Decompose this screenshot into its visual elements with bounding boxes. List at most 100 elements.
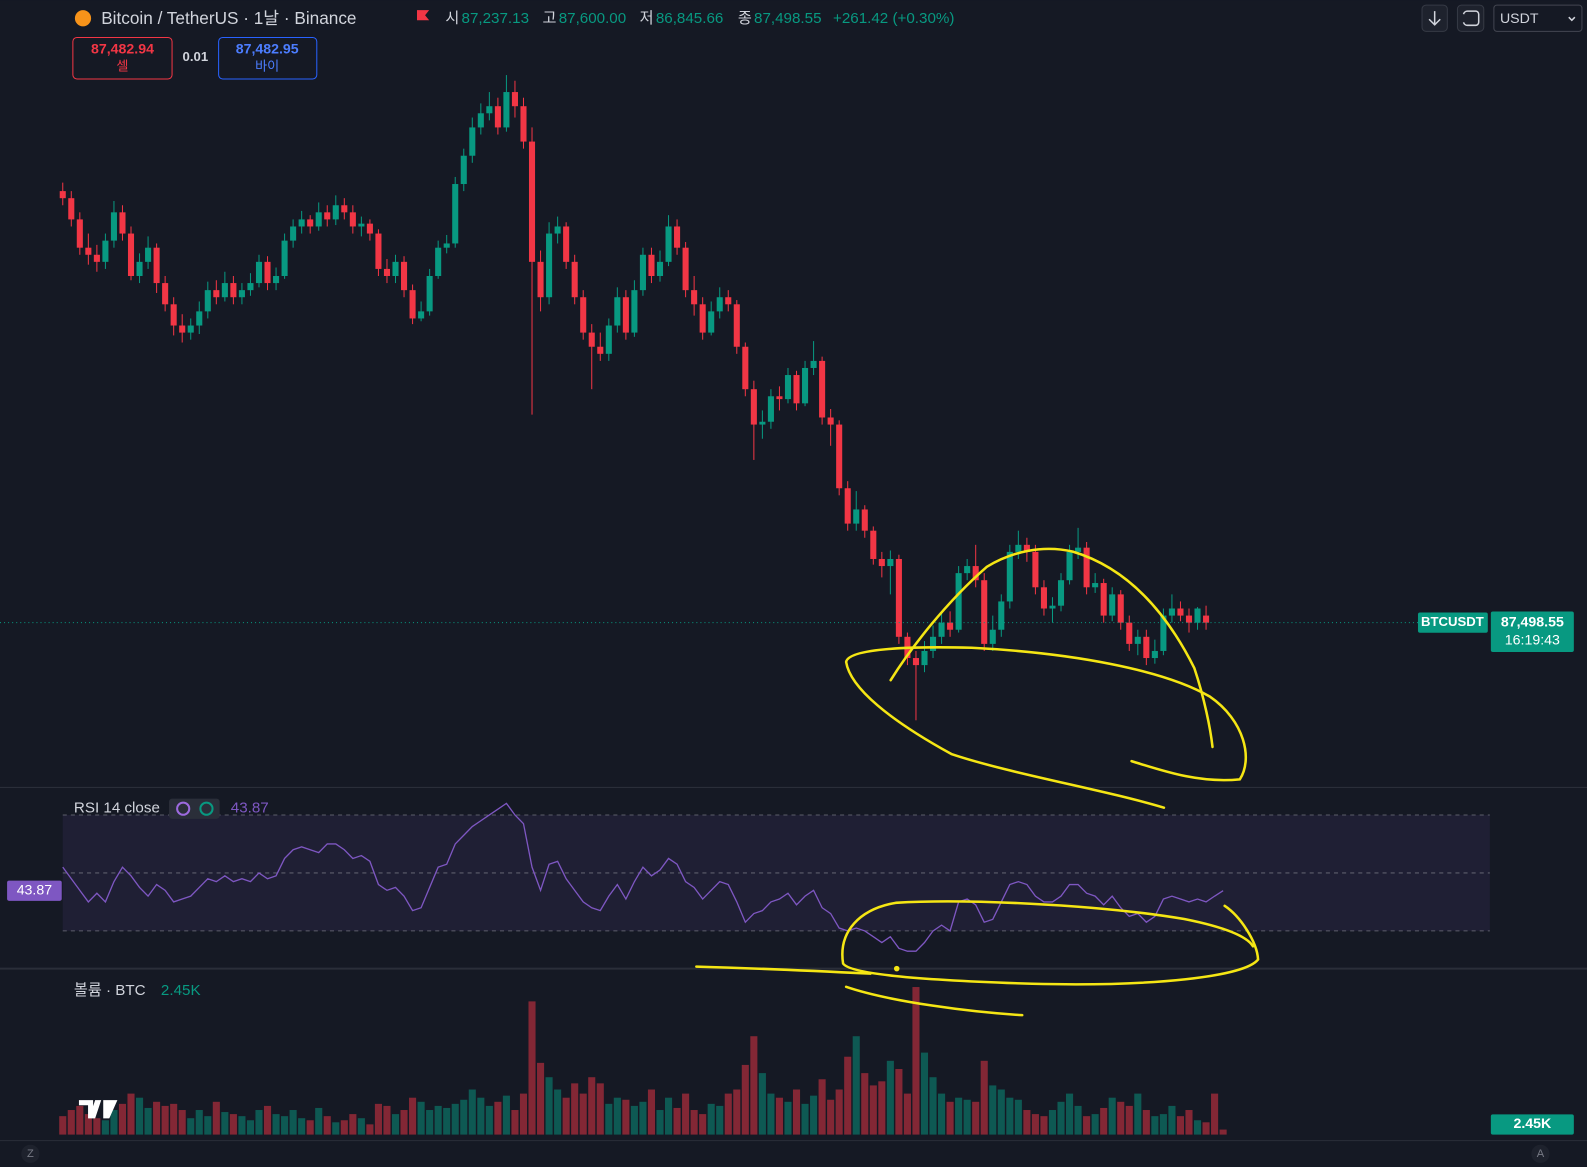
candle-body: [989, 629, 996, 644]
candle-body: [870, 530, 877, 559]
candle-body: [878, 558, 885, 567]
sell-button[interactable]: [72, 36, 173, 80]
annotation-stroke: [889, 547, 1214, 749]
candle-body: [648, 254, 655, 276]
volume-bar: [204, 1116, 212, 1135]
candle-body: [776, 396, 783, 400]
candle-body: [187, 325, 194, 333]
candle-body: [324, 212, 331, 220]
corner-button[interactable]: [1531, 1144, 1550, 1163]
dropdown-arrow: [1568, 16, 1576, 22]
volume-bar: [716, 1105, 724, 1135]
volume-bar: [468, 1089, 476, 1135]
candle-body: [580, 297, 587, 333]
quantity[interactable]: 0.01: [183, 49, 209, 64]
candle-body: [563, 226, 570, 262]
candle-body: [1117, 594, 1124, 623]
volume-bar: [1219, 1129, 1227, 1135]
candle-body: [802, 367, 809, 404]
flag-icon[interactable]: [416, 10, 430, 21]
volume-bar: [178, 1110, 186, 1135]
volume-bar: [997, 1089, 1005, 1135]
volume-bar: [938, 1093, 946, 1135]
volume-bar: [118, 1103, 127, 1135]
volume-bar: [656, 1110, 664, 1135]
volume-bar: [972, 1101, 980, 1135]
volume-bar: [647, 1089, 656, 1135]
volume-bar: [1066, 1093, 1074, 1135]
volume-bar: [451, 1103, 459, 1135]
candle-body: [349, 212, 356, 227]
candle-body: [307, 219, 314, 227]
coin-icon: [74, 10, 92, 27]
candle-body: [639, 254, 646, 291]
currency-select[interactable]: [1493, 4, 1583, 32]
volume-bar: [195, 1110, 203, 1135]
candle-body: [708, 311, 715, 333]
candle-body: [1160, 615, 1167, 651]
candle-body: [85, 247, 92, 255]
candle-body: [230, 283, 237, 298]
volume-bar: [946, 1101, 954, 1135]
ohlc-label: 고: [542, 10, 556, 27]
volume-bar: [409, 1097, 417, 1135]
candle-body: [213, 290, 220, 298]
candle-body: [1057, 580, 1065, 606]
candle-body: [494, 106, 501, 128]
volume-bar: [588, 1077, 596, 1135]
volume-bar: [571, 1083, 579, 1135]
volume-bar: [733, 1089, 741, 1135]
sync-button[interactable]: [1456, 4, 1485, 32]
rsi-badge: [7, 880, 62, 901]
volume-bar: [1014, 1099, 1022, 1135]
volume-bar: [792, 1089, 801, 1135]
candle-body: [486, 106, 493, 114]
volume-bar: [827, 1099, 835, 1135]
volume-bar: [1006, 1097, 1014, 1135]
volume-bar: [1168, 1105, 1176, 1135]
volume-bar: [596, 1083, 604, 1135]
volume-bar: [1151, 1116, 1159, 1135]
sync-icon: [1462, 10, 1480, 27]
buy-price: 87,482.95: [236, 41, 299, 57]
countdown: 16:19:43: [1505, 633, 1560, 649]
volume-bar: [1211, 1093, 1219, 1135]
candle-body: [315, 212, 322, 227]
candle-body: [819, 360, 826, 418]
candle-body: [477, 113, 484, 128]
volume-bar: [818, 1079, 826, 1135]
buy-button[interactable]: [218, 36, 318, 80]
badges-layer: BTCUSDT 87,498.55 16:19:43 2.45K 43.87: [7, 611, 1574, 1135]
candle-body: [273, 275, 280, 284]
corner-button[interactable]: [21, 1144, 40, 1163]
volume-bar: [246, 1120, 255, 1135]
annotation-stroke: [844, 646, 1248, 809]
candle-body: [392, 261, 399, 276]
candle-body: [921, 650, 928, 666]
volume-bar: [1193, 1120, 1202, 1135]
volume-bar: [1031, 1114, 1039, 1135]
candle-body: [162, 283, 169, 305]
ohlc-value: 87,498.55: [754, 10, 822, 27]
volume-bar: [579, 1093, 587, 1135]
volume-bar: [1159, 1114, 1167, 1135]
volume-bar: [67, 1110, 75, 1135]
candle-body: [682, 247, 689, 291]
volume-bar: [537, 1062, 545, 1135]
candle-body: [298, 219, 305, 227]
candle-body: [674, 226, 681, 248]
candle-body: [1177, 608, 1184, 616]
candle-body: [1151, 650, 1158, 659]
candle-body: [622, 297, 629, 333]
candle-body: [836, 424, 843, 489]
symbol-title[interactable]: Bitcoin / TetherUS · 1날 · Binance: [101, 8, 356, 28]
volume-bar: [920, 1052, 929, 1135]
volume-bar: [357, 1118, 365, 1135]
volume-bar: [238, 1116, 246, 1135]
candle-body: [853, 509, 860, 524]
volume-title: 볼륨 · BTC: [74, 982, 146, 999]
volume-bar: [1074, 1105, 1082, 1135]
volume-bar: [861, 1073, 869, 1135]
candle-body: [1143, 636, 1150, 659]
annotations: [695, 547, 1260, 1017]
